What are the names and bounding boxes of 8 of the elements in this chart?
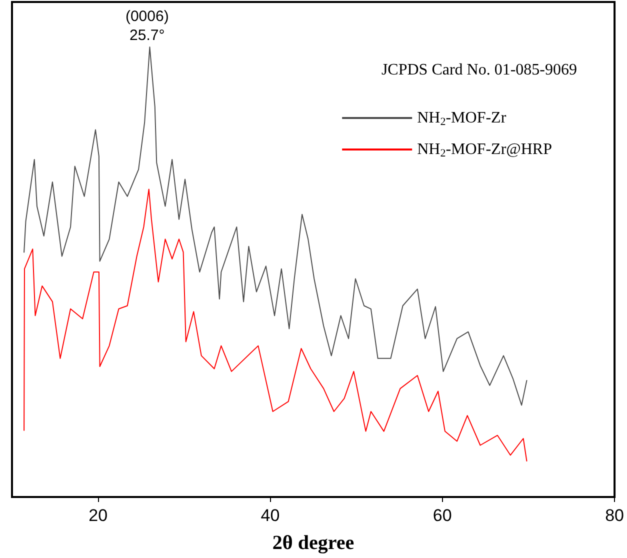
x-tick-label: 20: [88, 506, 108, 525]
annotation: JCPDS Card No. 01-085-9069: [381, 62, 577, 78]
x-axis-title: 2θ degree: [272, 532, 354, 554]
x-tick-label: 40: [260, 506, 280, 525]
x-tick-label: 80: [605, 506, 624, 525]
x-tick-label: 60: [432, 506, 452, 525]
annotation: 25.7°: [130, 27, 165, 44]
annotation: (0006): [125, 8, 169, 25]
